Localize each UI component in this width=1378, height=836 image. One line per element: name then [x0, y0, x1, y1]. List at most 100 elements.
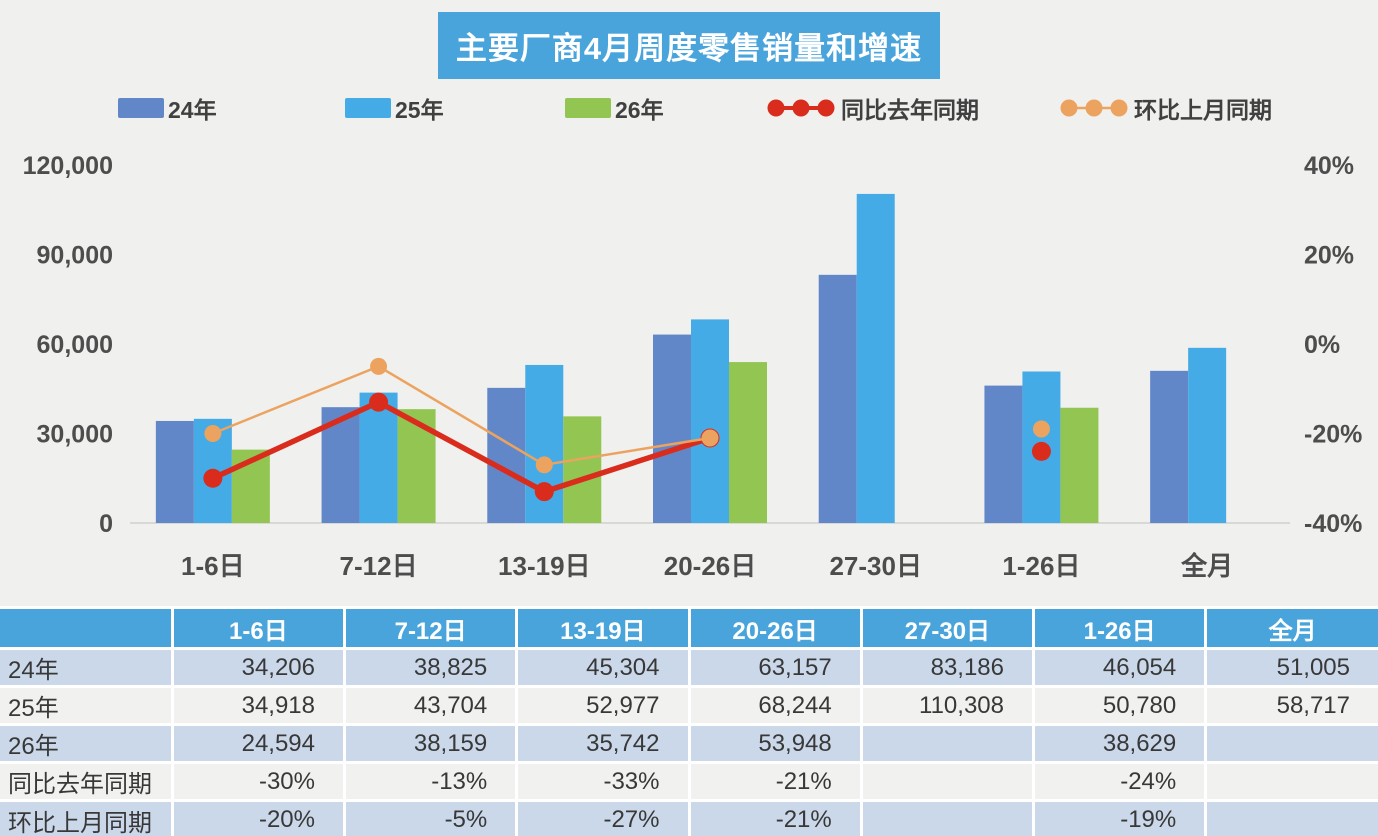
left-axis-tick: 30,000	[37, 421, 113, 449]
table-cell: 46,054	[1031, 647, 1208, 688]
marker-环比上月同期	[204, 425, 222, 442]
table-cell: 83,186	[859, 647, 1036, 688]
table-cell: 38,159	[342, 723, 519, 764]
bar-24年	[984, 385, 1023, 523]
table-header-cell	[0, 606, 174, 650]
bar-26年	[729, 362, 767, 523]
marker-环比上月同期	[535, 456, 553, 474]
table-row: 同比去年同期 -30% -13% -33% -21% -24%	[0, 761, 1378, 802]
table-cell: -24%	[1031, 761, 1208, 802]
table-cell	[859, 723, 1036, 764]
x-axis-label: 13-19日	[498, 551, 591, 581]
table-cell: -30%	[170, 761, 347, 802]
table-cell: -27%	[515, 799, 691, 836]
line-segment-环比上月同期	[212, 365, 380, 435]
bar-26年	[1060, 407, 1099, 523]
left-axis-tick: 90,000	[37, 242, 113, 270]
chart-legend: 24年 25年 26年 同比去年同期 环比上月同期	[0, 92, 1378, 124]
table-cell	[859, 761, 1036, 802]
legend-bar-swatch	[565, 98, 611, 118]
bar-24年	[487, 387, 526, 523]
table-cell: 38,629	[1031, 723, 1208, 764]
marker-环比上月同期	[370, 357, 388, 375]
line-segment-环比上月同期	[544, 436, 711, 467]
table-cell	[859, 799, 1036, 836]
table-header-cell: 20-26日	[687, 606, 863, 650]
legend-bar-swatch	[118, 98, 164, 118]
legend-label: 同比去年同期	[841, 97, 979, 123]
x-axis-label: 20-26日	[664, 551, 757, 581]
table-cell: -21%	[687, 761, 863, 802]
legend-item-3: 26年	[565, 92, 664, 124]
marker-环比上月同期	[701, 429, 719, 447]
marker-同比去年同期	[534, 482, 554, 502]
line-segment-同比去年同期	[377, 399, 546, 495]
x-axis-label: 1-26日	[1002, 551, 1080, 581]
page-title: 主要厂商4月周度零售销量和增速	[437, 12, 941, 79]
table-row: 环比上月同期 -20% -5% -27% -21% -19%	[0, 799, 1378, 836]
legend-item-4: 同比去年同期	[765, 92, 979, 124]
left-axis-tick: 120,000	[23, 152, 113, 180]
legend-label: 26年	[615, 97, 664, 123]
bar-24年	[818, 274, 857, 523]
table-cell: 38,825	[342, 647, 519, 688]
bar-24年	[653, 334, 691, 523]
sales-growth-chart: 0 30,000 60,000 90,000 120,000 -40% -20% 0% 20% 4…	[23, 152, 1363, 581]
table-cell: -19%	[1031, 799, 1208, 836]
legend-label: 25年	[395, 97, 444, 123]
chart-title-bar: 主要厂商4月周度零售销量和增速	[0, 12, 1378, 79]
table-cell	[1204, 723, 1378, 764]
legend-label: 环比上月同期	[1134, 97, 1272, 123]
legend-item-1: 24年	[118, 92, 217, 124]
table-cell: 35,742	[515, 723, 691, 764]
x-axis-label: 27-30日	[829, 551, 922, 581]
table-header-cell: 13-19日	[515, 606, 691, 650]
right-axis-tick: 20%	[1304, 242, 1354, 270]
table-cell: -20%	[170, 799, 347, 836]
table-cell: 45,304	[515, 647, 691, 688]
line-segment-同比去年同期	[543, 435, 711, 495]
marker-同比去年同期	[1031, 441, 1051, 461]
legend-bar-swatch	[345, 98, 391, 118]
table-cell: 50,780	[1031, 685, 1208, 726]
table-row: 26年 24,594 38,159 35,742 53,948 38,629	[0, 723, 1378, 764]
right-axis-tick: 0%	[1304, 331, 1340, 359]
row-label: 26年	[0, 723, 174, 764]
table-row: 24年 34,206 38,825 45,304 63,157 83,186 46,054 5…	[0, 647, 1378, 688]
table-cell: 43,704	[342, 685, 519, 726]
right-axis-tick: -20%	[1304, 421, 1362, 449]
x-axis-label: 1-6日	[181, 551, 245, 581]
right-axis-tick: -40%	[1304, 510, 1362, 538]
table-cell: 24,594	[170, 723, 347, 764]
bar-25年	[691, 319, 729, 523]
table-cell: 63,157	[687, 647, 863, 688]
table-header-cell: 27-30日	[859, 606, 1036, 650]
bar-25年	[1188, 347, 1227, 523]
table-cell: 58,717	[1204, 685, 1378, 726]
line-segment-同比去年同期	[211, 399, 380, 481]
line-segment-环比上月同期	[377, 365, 545, 466]
table-cell: -21%	[687, 799, 863, 836]
row-label: 24年	[0, 647, 174, 688]
table-cell: -33%	[515, 761, 691, 802]
table-row: 25年 34,918 43,704 52,977 68,244 110,308 50,780…	[0, 685, 1378, 726]
x-axis-label: 全月	[1180, 551, 1233, 581]
bar-26年	[563, 416, 602, 523]
right-axis-tick: 40%	[1304, 152, 1354, 180]
table-cell	[1204, 799, 1378, 836]
table-cell: 34,206	[170, 647, 347, 688]
table-header-row: 1-6日 7-12日 13-19日 20-26日 27-30日 1-26日 全月	[0, 606, 1378, 650]
bar-25年	[856, 193, 895, 523]
legend-label: 24年	[168, 97, 217, 123]
table-cell: 110,308	[859, 685, 1036, 726]
table-header-cell: 1-6日	[170, 606, 347, 650]
bar-26年	[397, 409, 436, 523]
row-label: 同比去年同期	[0, 761, 174, 802]
bar-25年	[359, 392, 398, 523]
data-table: 1-6日 7-12日 13-19日 20-26日 27-30日 1-26日 全月 24年 34,…	[0, 606, 1378, 836]
table-cell: -5%	[342, 799, 519, 836]
table-cell: 51,005	[1204, 647, 1378, 688]
row-label: 环比上月同期	[0, 799, 174, 836]
table-cell: 53,948	[687, 723, 863, 764]
row-label: 25年	[0, 685, 174, 726]
